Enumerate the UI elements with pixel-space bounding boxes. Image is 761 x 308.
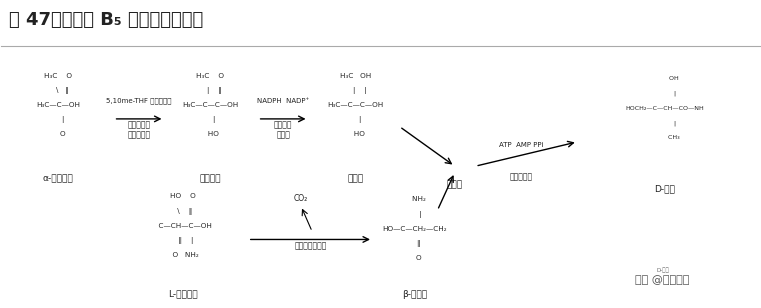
Text: L-天冬氨酸: L-天冬氨酸 — [168, 290, 198, 299]
Text: HO: HO — [346, 132, 365, 137]
Text: C—CH—C—OH: C—CH—C—OH — [154, 223, 212, 229]
Text: CH₃: CH₃ — [650, 135, 680, 140]
Text: H₃C—C—C—OH: H₃C—C—C—OH — [182, 102, 238, 108]
Text: H₃C    O: H₃C O — [196, 73, 224, 79]
Text: 酮泛解酸
还原酶: 酮泛解酸 还原酶 — [274, 120, 292, 140]
Text: O: O — [407, 255, 422, 261]
Text: |: | — [350, 116, 361, 123]
Text: |: | — [53, 116, 64, 123]
Text: α-酮异戊酸: α-酮异戊酸 — [43, 174, 74, 183]
Text: 图 47：维生素 B₅ 的生物合成途径: 图 47：维生素 B₅ 的生物合成途径 — [9, 10, 203, 29]
Text: HOCH₂—C—CH—CO—NH: HOCH₂—C—CH—CO—NH — [626, 106, 704, 111]
Text: ‖    |: ‖ | — [174, 237, 193, 244]
Text: 天冬氨酸脱羧酶: 天冬氨酸脱羧酶 — [295, 241, 326, 250]
Text: 泛解酸: 泛解酸 — [447, 180, 463, 189]
Text: H₃C—C—C—OH: H₃C—C—C—OH — [327, 102, 384, 108]
Text: OH: OH — [651, 76, 679, 81]
Text: NADPH  NADP⁺: NADPH NADP⁺ — [257, 98, 309, 103]
Text: H₃C    O: H₃C O — [44, 73, 72, 79]
Text: O   NH₂: O NH₂ — [168, 252, 199, 258]
Text: O: O — [51, 132, 65, 137]
Text: \   ‖: \ ‖ — [47, 87, 69, 94]
Text: ATP  AMP PPi: ATP AMP PPi — [498, 142, 543, 148]
Text: |: | — [204, 116, 215, 123]
Text: 酮泛解酸羟
甲基转移酶: 酮泛解酸羟 甲基转移酶 — [127, 120, 151, 140]
Text: HO: HO — [201, 132, 219, 137]
Text: HO—C—CH₂—CH₂: HO—C—CH₂—CH₂ — [382, 226, 447, 232]
Text: NH₂: NH₂ — [403, 197, 426, 202]
Text: D-泛酸: D-泛酸 — [656, 267, 669, 273]
Text: |: | — [654, 91, 676, 96]
Text: 头条 @未来智库: 头条 @未来智库 — [635, 275, 689, 285]
Text: ‖: ‖ — [409, 240, 421, 247]
Text: H₃C   OH: H₃C OH — [340, 73, 371, 79]
Text: \    ‖: \ ‖ — [175, 208, 192, 215]
Text: H₃C—C—OH: H₃C—C—OH — [37, 102, 80, 108]
Text: D-泛酸: D-泛酸 — [654, 184, 675, 193]
Text: |    |: | | — [344, 87, 367, 94]
Text: HO    O: HO O — [170, 193, 196, 199]
Text: |: | — [408, 211, 422, 218]
Text: |: | — [654, 120, 676, 126]
Text: |    ‖: | ‖ — [198, 87, 222, 94]
Text: 泛解酸: 泛解酸 — [348, 174, 364, 183]
Text: β-丙氨酸: β-丙氨酸 — [402, 290, 427, 299]
Text: 酮泛解酸: 酮泛解酸 — [199, 174, 221, 183]
Text: CO₂: CO₂ — [294, 194, 308, 203]
Text: 5,10me-THF 四氢氧化酶: 5,10me-THF 四氢氧化酶 — [107, 97, 172, 103]
Text: 泛酸合成酶: 泛酸合成酶 — [509, 172, 533, 181]
